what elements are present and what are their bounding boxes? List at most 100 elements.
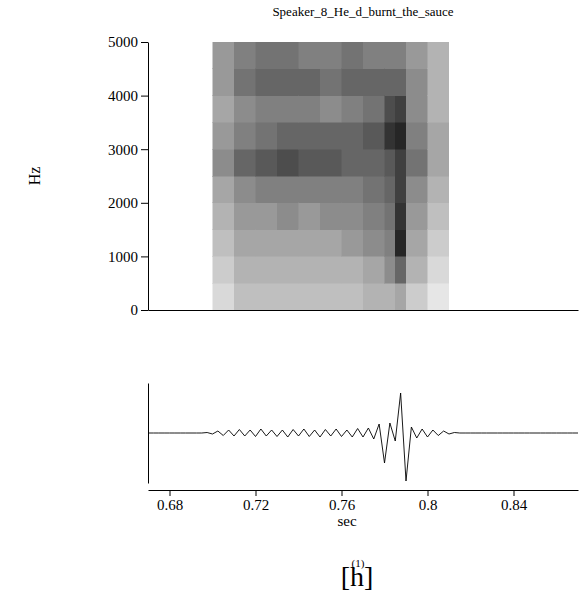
spectrogram-cell (191, 176, 213, 203)
spectrogram-cell (514, 203, 536, 230)
spectrogram-cell (191, 230, 213, 257)
spectrogram-cell (191, 122, 213, 149)
spectrogram-cell (363, 122, 385, 149)
spectrogram-cell (449, 42, 471, 69)
spectrogram-cell (514, 42, 536, 69)
spectrogram-cell (492, 69, 514, 96)
spectrogram-cell (170, 96, 192, 123)
spectrogram-cell (320, 230, 342, 257)
spectrogram-cell (363, 149, 385, 176)
spectrogram-cell (449, 230, 471, 257)
spectrogram-cell (406, 149, 428, 176)
x-tick: 0.8 (419, 490, 438, 513)
spectrogram-cell (170, 256, 192, 283)
spectrogram-cell (428, 230, 450, 257)
spectrogram-cell (385, 230, 396, 257)
spectrogram-cell (395, 69, 406, 96)
spectrogram-x-axis-line (149, 310, 579, 311)
spectrogram-cell (471, 149, 493, 176)
spectrogram-cell (299, 283, 321, 310)
spectrogram-cell (428, 122, 450, 149)
spectrogram-cell (342, 122, 364, 149)
spectrogram-cell (342, 283, 364, 310)
spectrogram-cell (557, 176, 579, 203)
x-tick-mark (428, 490, 429, 496)
spectrogram-cell (492, 283, 514, 310)
y-tick-mark (141, 149, 148, 150)
spectrogram-cell (342, 230, 364, 257)
x-tick-mark (342, 490, 343, 496)
spectrogram-cell (406, 256, 428, 283)
x-tick-label: 0.72 (243, 497, 269, 513)
spectrogram-cell (256, 283, 278, 310)
spectrogram-cell (213, 69, 235, 96)
spectrogram-cell (363, 69, 385, 96)
spectrogram-cell (395, 203, 406, 230)
spectrogram-cell (234, 69, 256, 96)
y-tick: 1000 (108, 249, 148, 265)
spectrogram-cell (395, 42, 406, 69)
spectrogram-cell (191, 256, 213, 283)
spectrogram-cell (514, 230, 536, 257)
chart: 010002000300040005000Speaker_8_He_d_burn… (0, 0, 588, 596)
spectrogram-cell (406, 283, 428, 310)
y-tick: 0 (131, 302, 149, 318)
spectrogram-cell (148, 69, 170, 96)
waveform-y-axis (148, 384, 149, 484)
spectrogram-cell (148, 149, 170, 176)
spectrogram-cell (406, 230, 428, 257)
spectrogram-cell (557, 42, 579, 69)
spectrogram-cell (170, 42, 192, 69)
spectrogram-cell (234, 203, 256, 230)
spectrogram-cell (320, 176, 342, 203)
spectrogram-cell (191, 96, 213, 123)
spectrogram-cell (395, 283, 406, 310)
spectrogram-cell (342, 42, 364, 69)
spectrogram-cell (557, 256, 579, 283)
spectrogram-cell (428, 256, 450, 283)
spectrogram-cell (256, 96, 278, 123)
y-tick-label: 2000 (108, 195, 138, 211)
spectrogram-cell (471, 283, 493, 310)
x-axis-title: sec (337, 513, 356, 529)
x-tick-label: 0.84 (501, 497, 528, 513)
waveform (148, 393, 578, 481)
spectrogram-cell (471, 69, 493, 96)
spectrogram-cell (170, 230, 192, 257)
spectrogram-cell (492, 176, 514, 203)
spectrogram-cell (191, 149, 213, 176)
spectrogram-cell (256, 176, 278, 203)
spectrogram-cell (385, 42, 396, 69)
spectrogram-cell (277, 176, 299, 203)
y-tick: 4000 (108, 88, 148, 104)
spectrogram-cell (320, 122, 342, 149)
spectrogram-cell (170, 176, 192, 203)
spectrogram-cell (299, 256, 321, 283)
spectrogram-cell (557, 230, 579, 257)
spectrogram-cell (557, 203, 579, 230)
spectrogram-cell (363, 176, 385, 203)
y-tick-mark (141, 310, 148, 311)
spectrogram-cell (514, 283, 536, 310)
spectrogram-cell (535, 42, 557, 69)
spectrogram-cell (428, 96, 450, 123)
spectrogram-cell (535, 203, 557, 230)
spectrogram-cell (406, 176, 428, 203)
spectrogram-cell (557, 96, 579, 123)
x-tick-mark (170, 490, 171, 496)
spectrogram-cell (191, 203, 213, 230)
spectrogram-cell (299, 42, 321, 69)
spectrogram-cell (428, 149, 450, 176)
x-tick-label: 0.68 (157, 497, 183, 513)
spectrogram-cell (234, 122, 256, 149)
spectrogram-cell (535, 149, 557, 176)
spectrogram-cell (395, 256, 406, 283)
spectrogram-cell (256, 230, 278, 257)
waveform-group (148, 393, 578, 481)
spectrogram-cell (363, 256, 385, 283)
spectrogram-cell (342, 176, 364, 203)
spectrogram-cell (535, 69, 557, 96)
y-tick-mark (141, 96, 148, 97)
y-tick-label: 0 (131, 302, 139, 318)
y-axis-line (148, 43, 149, 311)
